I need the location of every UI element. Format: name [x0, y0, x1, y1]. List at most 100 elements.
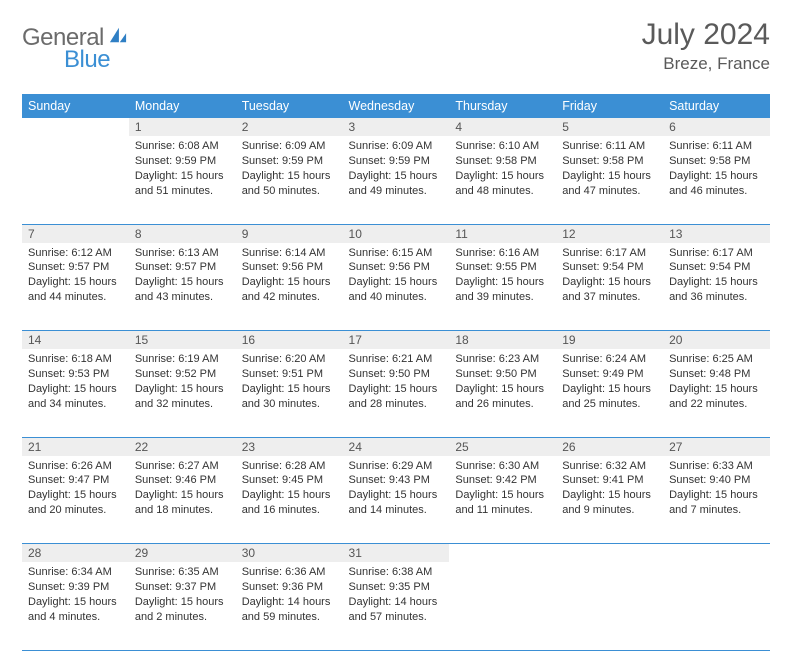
day-number-cell: 23	[236, 437, 343, 456]
day-cell: Sunrise: 6:21 AMSunset: 9:50 PMDaylight:…	[343, 349, 450, 437]
daylight-line: Daylight: 15 hours and 48 minutes.	[455, 169, 550, 199]
day-number-cell	[556, 544, 663, 563]
day-cell: Sunrise: 6:28 AMSunset: 9:45 PMDaylight:…	[236, 456, 343, 544]
day-cell: Sunrise: 6:24 AMSunset: 9:49 PMDaylight:…	[556, 349, 663, 437]
day-number-cell: 27	[663, 437, 770, 456]
day-number-cell: 21	[22, 437, 129, 456]
brand-logo: GeneralBlue	[22, 26, 152, 72]
sunrise-line: Sunrise: 6:25 AM	[669, 352, 764, 367]
day-number-cell: 17	[343, 331, 450, 350]
day-cell: Sunrise: 6:08 AMSunset: 9:59 PMDaylight:…	[129, 136, 236, 224]
daylight-line: Daylight: 15 hours and 7 minutes.	[669, 488, 764, 518]
daylight-line: Daylight: 15 hours and 43 minutes.	[135, 275, 230, 305]
sunset-line: Sunset: 9:56 PM	[349, 260, 444, 275]
sunset-line: Sunset: 9:55 PM	[455, 260, 550, 275]
day-cell: Sunrise: 6:16 AMSunset: 9:55 PMDaylight:…	[449, 243, 556, 331]
day-cell: Sunrise: 6:11 AMSunset: 9:58 PMDaylight:…	[663, 136, 770, 224]
day-number-cell: 31	[343, 544, 450, 563]
sunrise-line: Sunrise: 6:13 AM	[135, 246, 230, 261]
sunset-line: Sunset: 9:52 PM	[135, 367, 230, 382]
day-number-cell: 20	[663, 331, 770, 350]
sunset-line: Sunset: 9:51 PM	[242, 367, 337, 382]
weekday-header: Friday	[556, 94, 663, 118]
sunset-line: Sunset: 9:36 PM	[242, 580, 337, 595]
day-cell: Sunrise: 6:09 AMSunset: 9:59 PMDaylight:…	[236, 136, 343, 224]
sunrise-line: Sunrise: 6:09 AM	[242, 139, 337, 154]
sunset-line: Sunset: 9:54 PM	[669, 260, 764, 275]
week-row: Sunrise: 6:12 AMSunset: 9:57 PMDaylight:…	[22, 243, 770, 331]
day-cell: Sunrise: 6:15 AMSunset: 9:56 PMDaylight:…	[343, 243, 450, 331]
daylight-line: Daylight: 15 hours and 14 minutes.	[349, 488, 444, 518]
day-cell: Sunrise: 6:17 AMSunset: 9:54 PMDaylight:…	[663, 243, 770, 331]
day-cell: Sunrise: 6:38 AMSunset: 9:35 PMDaylight:…	[343, 562, 450, 650]
sunrise-line: Sunrise: 6:33 AM	[669, 459, 764, 474]
week-row: Sunrise: 6:34 AMSunset: 9:39 PMDaylight:…	[22, 562, 770, 650]
sunrise-line: Sunrise: 6:08 AM	[135, 139, 230, 154]
day-cell: Sunrise: 6:17 AMSunset: 9:54 PMDaylight:…	[556, 243, 663, 331]
sunset-line: Sunset: 9:58 PM	[669, 154, 764, 169]
daylight-line: Daylight: 15 hours and 42 minutes.	[242, 275, 337, 305]
day-cell	[449, 562, 556, 650]
sunset-line: Sunset: 9:39 PM	[28, 580, 123, 595]
day-cell: Sunrise: 6:25 AMSunset: 9:48 PMDaylight:…	[663, 349, 770, 437]
day-number-cell: 1	[129, 118, 236, 136]
daylight-line: Daylight: 15 hours and 30 minutes.	[242, 382, 337, 412]
daylight-line: Daylight: 15 hours and 2 minutes.	[135, 595, 230, 625]
day-cell: Sunrise: 6:14 AMSunset: 9:56 PMDaylight:…	[236, 243, 343, 331]
sunset-line: Sunset: 9:41 PM	[562, 473, 657, 488]
day-number-cell	[663, 544, 770, 563]
day-number-cell: 9	[236, 224, 343, 243]
day-number-row: 123456	[22, 118, 770, 136]
sunset-line: Sunset: 9:49 PM	[562, 367, 657, 382]
sunset-line: Sunset: 9:43 PM	[349, 473, 444, 488]
daylight-line: Daylight: 15 hours and 16 minutes.	[242, 488, 337, 518]
sunrise-line: Sunrise: 6:26 AM	[28, 459, 123, 474]
sunset-line: Sunset: 9:35 PM	[349, 580, 444, 595]
weekday-header-row: Sunday Monday Tuesday Wednesday Thursday…	[22, 94, 770, 118]
day-cell: Sunrise: 6:26 AMSunset: 9:47 PMDaylight:…	[22, 456, 129, 544]
sunrise-line: Sunrise: 6:09 AM	[349, 139, 444, 154]
daylight-line: Daylight: 15 hours and 47 minutes.	[562, 169, 657, 199]
sunset-line: Sunset: 9:47 PM	[28, 473, 123, 488]
daylight-line: Daylight: 15 hours and 40 minutes.	[349, 275, 444, 305]
weekday-header: Wednesday	[343, 94, 450, 118]
day-cell: Sunrise: 6:09 AMSunset: 9:59 PMDaylight:…	[343, 136, 450, 224]
day-number-cell: 4	[449, 118, 556, 136]
day-number-row: 14151617181920	[22, 331, 770, 350]
day-number-cell: 5	[556, 118, 663, 136]
day-number-row: 78910111213	[22, 224, 770, 243]
sunrise-line: Sunrise: 6:23 AM	[455, 352, 550, 367]
sunrise-line: Sunrise: 6:28 AM	[242, 459, 337, 474]
day-number-cell	[22, 118, 129, 136]
daylight-line: Daylight: 15 hours and 46 minutes.	[669, 169, 764, 199]
sunset-line: Sunset: 9:58 PM	[562, 154, 657, 169]
weekday-header: Monday	[129, 94, 236, 118]
daylight-line: Daylight: 15 hours and 26 minutes.	[455, 382, 550, 412]
daylight-line: Daylight: 15 hours and 49 minutes.	[349, 169, 444, 199]
day-cell	[22, 136, 129, 224]
sunset-line: Sunset: 9:42 PM	[455, 473, 550, 488]
sunrise-line: Sunrise: 6:29 AM	[349, 459, 444, 474]
weekday-header: Tuesday	[236, 94, 343, 118]
day-cell: Sunrise: 6:10 AMSunset: 9:58 PMDaylight:…	[449, 136, 556, 224]
daylight-line: Daylight: 15 hours and 9 minutes.	[562, 488, 657, 518]
week-row: Sunrise: 6:26 AMSunset: 9:47 PM Daylight:…	[22, 456, 770, 544]
day-cell: Sunrise: 6:29 AMSunset: 9:43 PMDaylight:…	[343, 456, 450, 544]
sunrise-line: Sunrise: 6:35 AM	[135, 565, 230, 580]
day-number-cell: 30	[236, 544, 343, 563]
week-row: Sunrise: 6:08 AMSunset: 9:59 PMDaylight:…	[22, 136, 770, 224]
sunset-line: Sunset: 9:59 PM	[242, 154, 337, 169]
day-number-cell: 2	[236, 118, 343, 136]
daylight-line: Daylight: 15 hours and 50 minutes.	[242, 169, 337, 199]
day-number-cell: 11	[449, 224, 556, 243]
day-number-row: 21222324252627	[22, 437, 770, 456]
sunrise-line: Sunrise: 6:27 AM	[135, 459, 230, 474]
calendar-table: Sunday Monday Tuesday Wednesday Thursday…	[22, 94, 770, 651]
day-cell: Sunrise: 6:19 AMSunset: 9:52 PMDaylight:…	[129, 349, 236, 437]
day-cell: Sunrise: 6:11 AMSunset: 9:58 PMDaylight:…	[556, 136, 663, 224]
sunset-line: Sunset: 9:58 PM	[455, 154, 550, 169]
sunrise-line: Sunrise: 6:12 AM	[28, 246, 123, 261]
daylight-line: Daylight: 15 hours and 34 minutes.	[28, 382, 123, 412]
day-number-cell: 29	[129, 544, 236, 563]
sunrise-line: Sunrise: 6:30 AM	[455, 459, 550, 474]
